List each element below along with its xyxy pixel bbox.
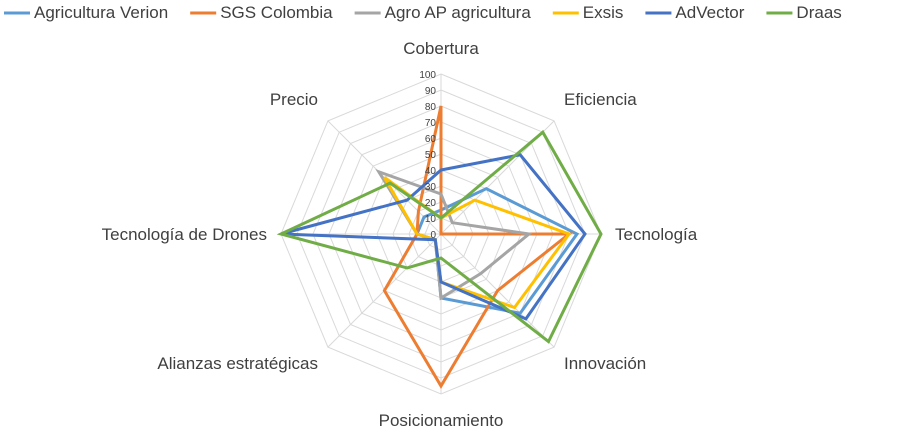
legend-label: Agro AP agricultura <box>385 3 532 22</box>
axis-label: Innovación <box>564 354 646 373</box>
legend-item: Draas <box>766 3 842 22</box>
legend-item: SGS Colombia <box>190 3 333 22</box>
tick-label: 40 <box>425 166 437 177</box>
tick-label: 100 <box>419 70 436 81</box>
axis-label: Tecnología de Drones <box>102 225 267 244</box>
legend-label: AdVector <box>675 3 744 22</box>
legend-label: Draas <box>796 3 841 22</box>
legend-item: AdVector <box>645 3 745 22</box>
tick-label: 10 <box>425 214 437 225</box>
tick-label: 60 <box>425 134 437 145</box>
axis-labels: Cobertura Eficiencia Tecnología Innovación P… <box>102 39 698 430</box>
legend-label: SGS Colombia <box>220 3 333 22</box>
axis-label: Tecnología <box>615 225 698 244</box>
legend-item: Exsis <box>552 3 624 22</box>
axis-label: Alianzas estratégicas <box>157 354 318 373</box>
tick-label: 50 <box>425 150 437 161</box>
tick-label: 90 <box>425 86 437 97</box>
tick-label: 70 <box>425 118 437 129</box>
legend: Agricultura Verion SGS Colombia Agro AP ag… <box>4 3 842 22</box>
tick-label: 30 <box>425 182 437 193</box>
legend-label: Exsis <box>583 3 624 22</box>
series-line <box>276 129 603 344</box>
axis-label: Precio <box>270 90 318 109</box>
tick-label: 0 <box>430 230 436 241</box>
series-layer <box>276 105 603 389</box>
axis-label: Eficiencia <box>564 90 637 109</box>
axis-label: Posicionamiento <box>379 411 504 430</box>
series-line <box>280 153 587 321</box>
tick-labels: 0 10 20 30 40 50 60 70 80 90 100 <box>419 70 436 241</box>
axis-label: Cobertura <box>403 39 479 58</box>
series-line <box>382 105 574 389</box>
tick-label: 80 <box>425 102 437 113</box>
legend-item: Agro AP agricultura <box>354 3 532 22</box>
legend-item: Agricultura Verion <box>4 3 168 22</box>
legend-label: Agricultura Verion <box>34 3 168 22</box>
tick-label: 20 <box>425 198 437 209</box>
